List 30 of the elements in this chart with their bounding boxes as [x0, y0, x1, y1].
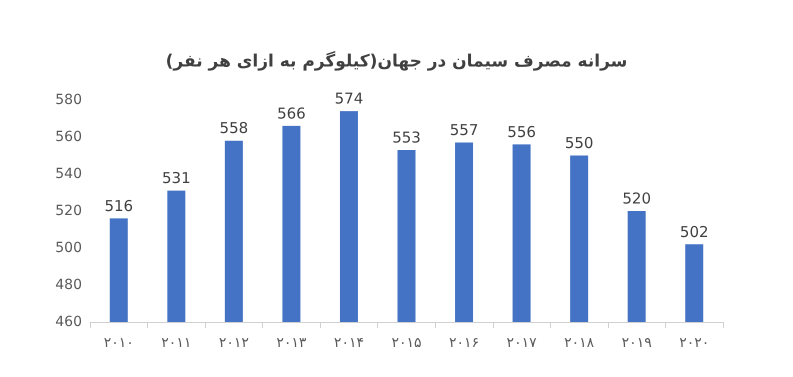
x-tick-label: ۲۰۱۰ [104, 335, 134, 351]
data-label: 557 [450, 121, 478, 140]
y-tick-label: 460 [55, 314, 82, 330]
x-tick-label: ۲۰۱۵ [391, 335, 422, 351]
data-label: 520 [622, 190, 651, 208]
x-tick-label: ۲۰۱۶ [449, 335, 480, 351]
x-tick-label: ۲۰۱۴ [334, 335, 364, 351]
x-tick-label: ۲۰۲۰ [679, 335, 710, 351]
y-tick-label: 540 [55, 166, 82, 182]
y-tick-label: 580 [55, 92, 82, 108]
data-label: 531 [162, 169, 191, 188]
data-label: 502 [680, 222, 709, 241]
data-label: 566 [277, 104, 306, 122]
y-tick-label: 560 [55, 129, 82, 145]
data-label: 516 [104, 196, 134, 215]
data-label: 574 [334, 90, 364, 108]
y-tick-label: 500 [55, 240, 82, 256]
x-tick-label: ۲۰۱۸ [564, 335, 595, 351]
data-label: 553 [392, 128, 421, 146]
y-tick-label: 520 [55, 203, 82, 219]
data-label: 556 [507, 122, 536, 141]
x-tick-label: ۲۰۱۳ [276, 335, 307, 351]
x-tick-label: ۲۰۱۷ [506, 335, 538, 351]
x-tick-label: ۲۰۱۹ [622, 335, 652, 351]
data-label: 550 [564, 134, 594, 152]
chart-title: سرانه مصرف سیمان در جهان(کیلوگرم به ازای هر نفر) [166, 50, 628, 72]
data-label: 558 [220, 119, 248, 138]
x-tick-label: ۲۰۱۲ [218, 335, 249, 351]
x-tick-label: ۲۰۱۱ [161, 335, 192, 351]
y-tick-label: 480 [55, 277, 82, 293]
